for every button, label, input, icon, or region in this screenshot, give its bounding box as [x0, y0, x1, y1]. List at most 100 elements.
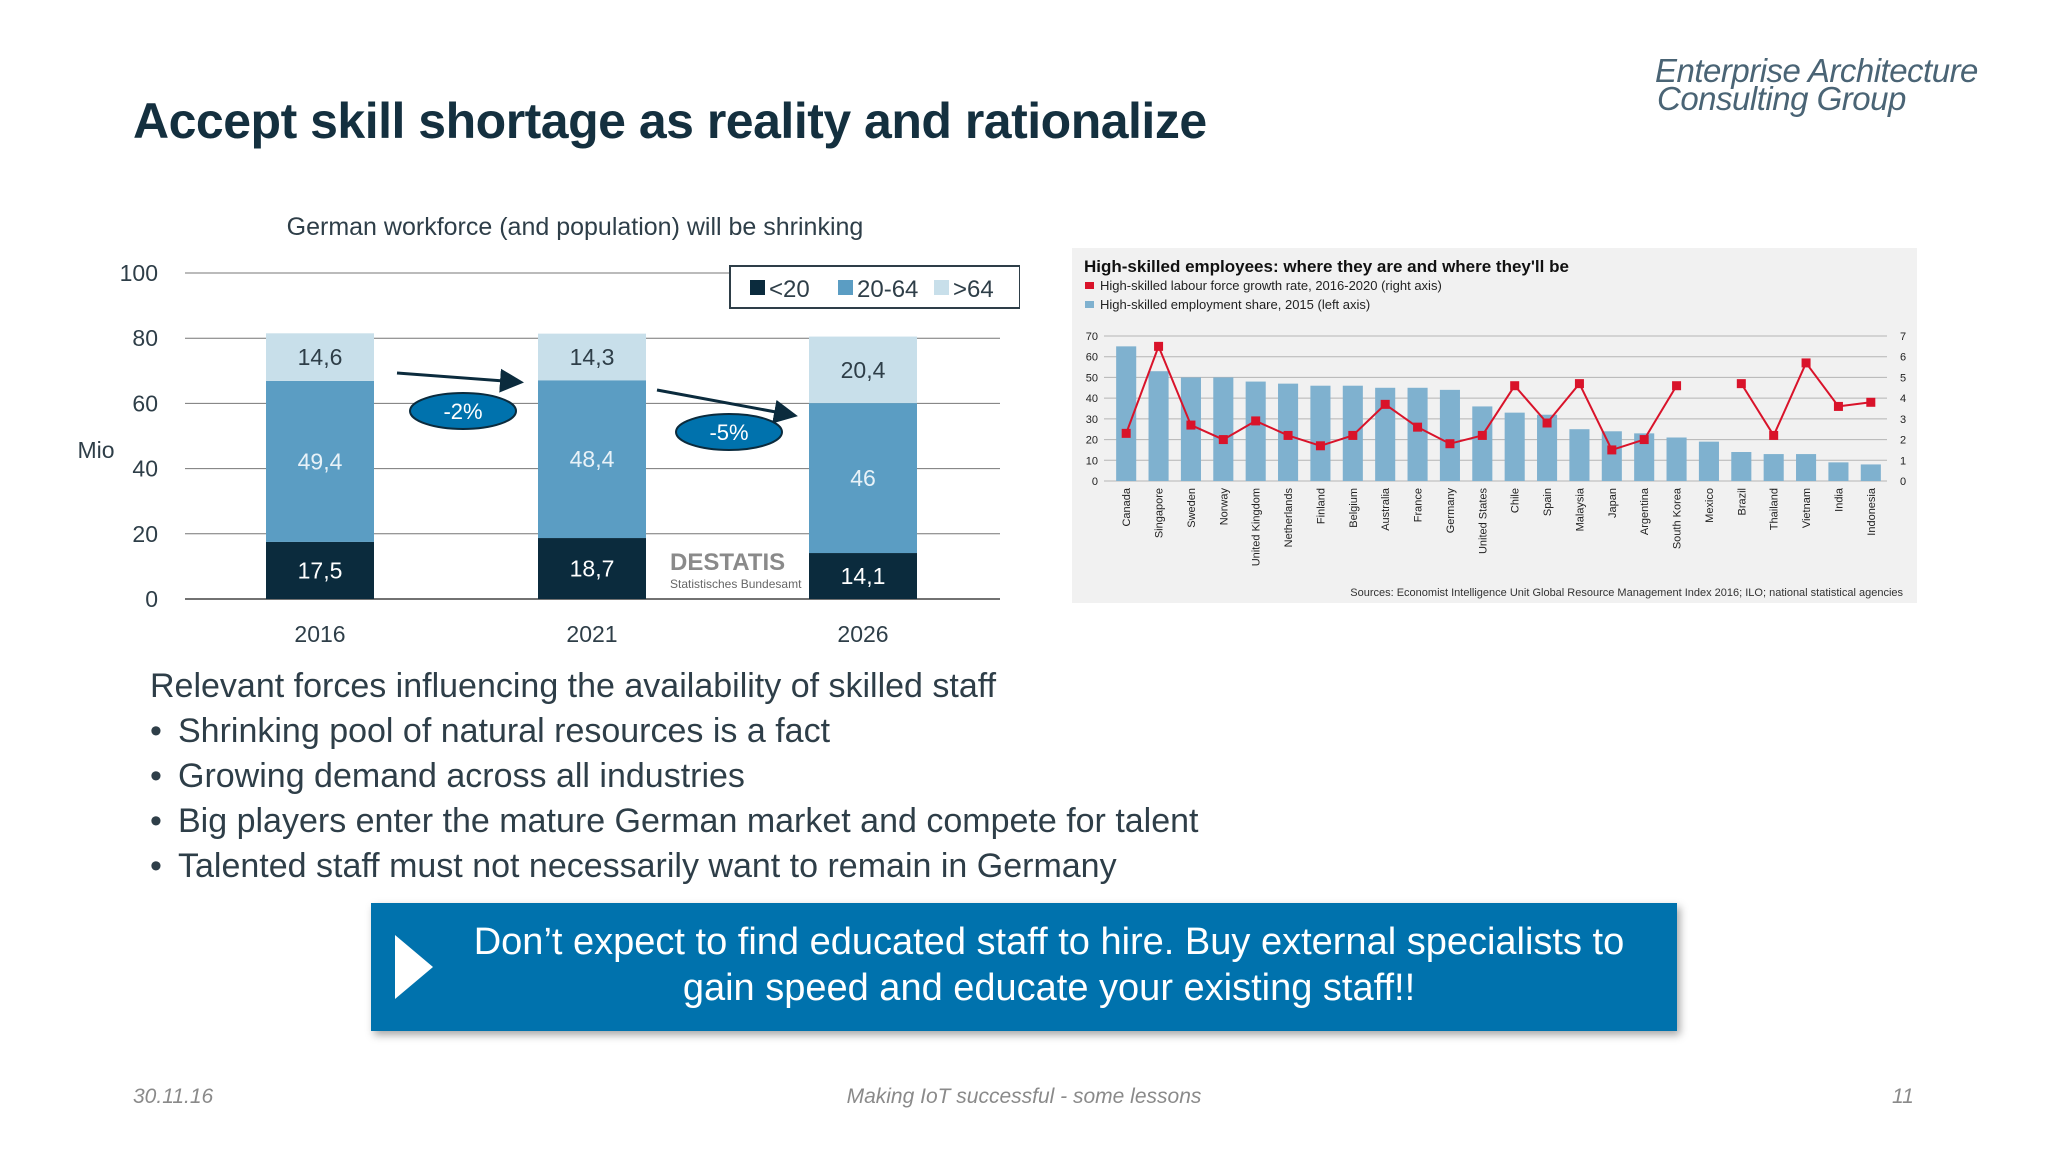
bar-segment [266, 380, 374, 542]
bar-value-label: 18,7 [570, 556, 615, 582]
line-segment [1255, 420, 1289, 437]
y-tick-label: 80 [132, 325, 158, 351]
line-marker [1251, 416, 1261, 426]
play-arrow-icon [395, 935, 433, 999]
bar [1504, 412, 1525, 481]
x-tick-label: 2016 [294, 621, 345, 647]
line-marker [1413, 422, 1423, 432]
bar-value-label: 14,3 [570, 344, 615, 370]
line-segment [1320, 434, 1354, 447]
line-marker [1510, 381, 1520, 391]
line-segment [1578, 383, 1613, 451]
line-marker [1121, 428, 1131, 438]
y-tick-label-right: 6 [1900, 352, 1906, 364]
high-skilled-chart: High-skilled employees: where they are a… [1072, 248, 1917, 603]
bullet-item: Shrinking pool of natural resources is a… [150, 709, 1199, 754]
footer-title: Making IoT successful - some lessons [846, 1085, 1202, 1108]
logo-line-2: Consulting Group [1657, 80, 1906, 117]
line-marker [1154, 341, 1164, 351]
line-segment [1417, 426, 1451, 445]
line-marker [1477, 430, 1487, 440]
line-segment [1643, 385, 1678, 441]
y-tick-label-right: 3 [1900, 414, 1906, 426]
line-marker [1315, 441, 1325, 451]
line-marker [1445, 439, 1455, 449]
bar-segment [809, 336, 917, 404]
line-marker [1574, 379, 1584, 389]
bar-segment [538, 333, 646, 381]
bar [1472, 406, 1493, 481]
line-marker [1672, 381, 1682, 391]
line-marker [1736, 379, 1746, 389]
legend-box [729, 265, 1020, 309]
key-message-banner: Don’t expect to find educated staff to h… [371, 903, 1677, 1031]
line-segment [1772, 362, 1807, 436]
x-tick-label: Spain [1542, 488, 1554, 516]
x-tick-label: Mexico [1704, 488, 1716, 523]
legend-label: High-skilled employment share, 2015 (lef… [1100, 297, 1370, 312]
chart-source: Sources: Economist Intelligence Unit Glo… [1350, 587, 1903, 599]
y-tick-label-right: 4 [1900, 393, 1906, 405]
bar-value-label: 46 [850, 465, 876, 491]
x-tick-label: France [1413, 488, 1425, 522]
line-marker [1542, 418, 1552, 428]
bar-value-label: 20,4 [841, 357, 886, 383]
x-tick-label: Indonesia [1866, 487, 1878, 536]
chart-title: High-skilled employees: where they are a… [1084, 257, 1569, 276]
line-marker [1218, 435, 1228, 445]
logo-line-1: Enterprise Architecture [1655, 52, 1978, 89]
banner-text: Don’t expect to find educated staff to h… [441, 919, 1657, 1011]
line-segment [1384, 403, 1419, 428]
page-number: 11 [1892, 1085, 1914, 1108]
y-tick-label-left: 50 [1086, 372, 1098, 384]
line-segment [1157, 345, 1192, 426]
bar-value-label: 14,6 [298, 344, 343, 370]
bar [1407, 387, 1428, 481]
y-tick-label: 60 [132, 390, 158, 416]
x-tick-label: Brazil [1736, 488, 1748, 516]
x-tick-label: Netherlands [1283, 488, 1295, 548]
line-segment [1805, 362, 1840, 408]
legend-swatch [1085, 282, 1094, 289]
forces-heading: Relevant forces influencing the availabi… [150, 667, 997, 705]
legend-label: 20-64 [857, 276, 918, 303]
bullet-item: Growing demand across all industries [150, 754, 1199, 799]
footer-date: 30.11.16 [133, 1085, 214, 1108]
line-segment [1352, 403, 1386, 437]
x-tick-label: 2021 [566, 621, 617, 647]
bar-segment [266, 333, 374, 381]
bar [1245, 381, 1266, 481]
line-marker [1833, 401, 1843, 411]
x-tick-label: Canada [1121, 487, 1133, 526]
y-tick-label-left: 60 [1086, 352, 1098, 364]
x-tick-label: United Kingdom [1251, 488, 1263, 566]
x-tick-label: Chile [1510, 488, 1522, 513]
company-logo: Enterprise Architecture Consulting Group [1655, 52, 2000, 124]
y-tick-label-left: 70 [1086, 331, 1098, 343]
legend-label: >64 [953, 276, 994, 303]
bar [1310, 385, 1331, 481]
bar [1375, 387, 1396, 481]
legend-swatch [934, 280, 949, 295]
bar-value-label: 14,1 [841, 563, 886, 589]
y-tick-label-left: 40 [1086, 393, 1098, 405]
x-tick-label: Germany [1445, 488, 1457, 534]
x-tick-label: Belgium [1348, 488, 1360, 528]
change-badge [409, 392, 517, 430]
bar-segment [538, 380, 646, 539]
legend-swatch [750, 280, 765, 295]
chart-title: German workforce (and population) will b… [287, 213, 864, 241]
bar [1828, 462, 1849, 481]
slide-title: Accept skill shortage as reality and rat… [133, 93, 1207, 149]
legend-label: <20 [769, 276, 810, 303]
line-marker [1639, 435, 1649, 445]
x-tick-label: Singapore [1154, 488, 1166, 538]
y-tick-label-right: 0 [1900, 476, 1906, 488]
bar [1634, 433, 1655, 481]
line-marker [1801, 358, 1811, 368]
bar-segment [538, 538, 646, 599]
x-tick-label: Finland [1315, 488, 1327, 524]
x-tick-label: India [1833, 487, 1845, 512]
y-tick-label: 20 [132, 521, 158, 547]
bar-value-label: 49,4 [298, 448, 343, 474]
